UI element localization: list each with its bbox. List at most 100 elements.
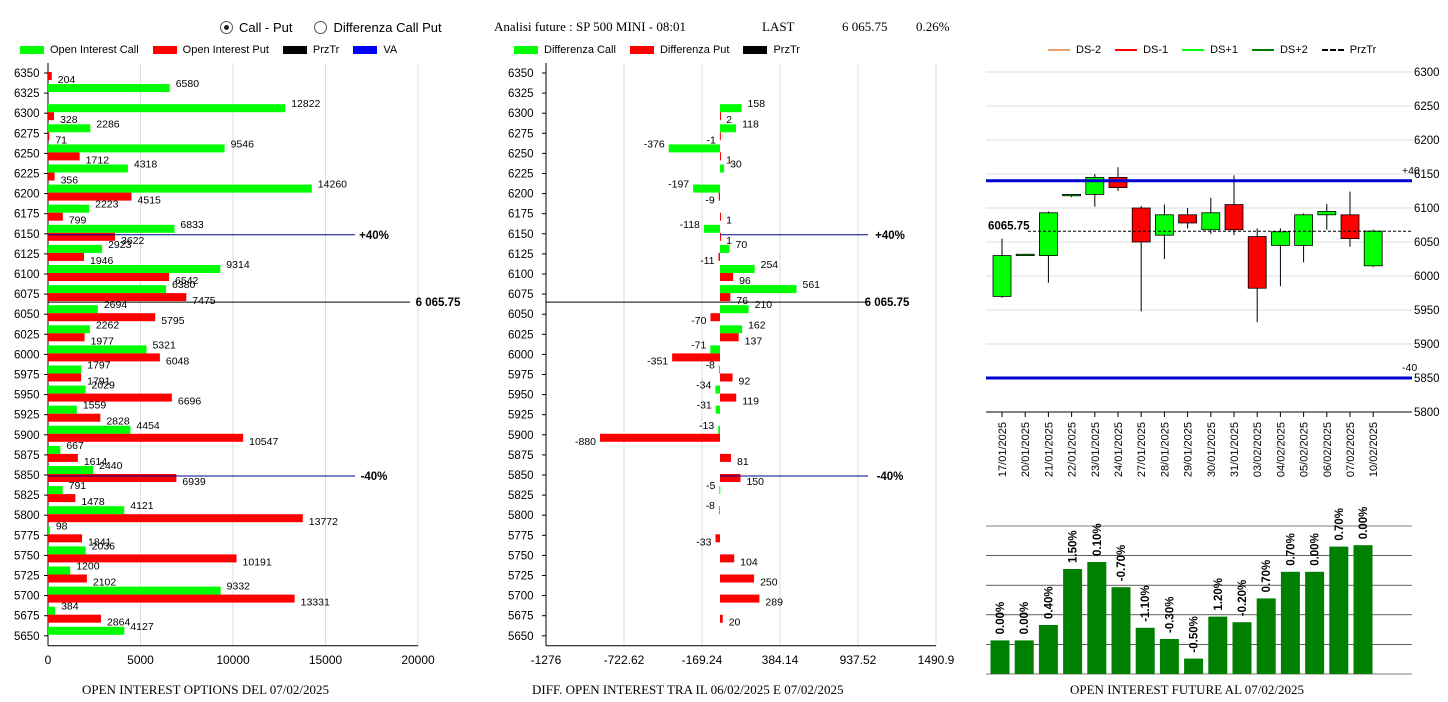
diff-call-bar — [719, 486, 721, 495]
legend-item: Differenza Put — [629, 44, 729, 56]
radio-differenza-dot[interactable] — [314, 21, 328, 34]
diff-put-bar — [720, 232, 721, 241]
caption-diff: DIFF. OPEN INTEREST TRA IL 06/02/2025 E … — [532, 682, 844, 697]
date-label: 28/01/2025 — [1159, 422, 1171, 477]
reference-line-label: +40% — [875, 230, 905, 242]
call-bar — [48, 526, 50, 535]
put-value-label: 10547 — [249, 436, 278, 448]
diff-put-bar — [720, 273, 734, 281]
diff-put-bar — [720, 554, 735, 563]
call-bar — [48, 265, 221, 273]
future-oi-value-label: 0.70% — [1334, 508, 1346, 541]
legend-label: DS+1 — [1210, 44, 1238, 56]
x-tick-label: -169.24 — [682, 653, 723, 667]
legend-swatch — [1115, 49, 1138, 51]
put-value-label: 3622 — [121, 235, 145, 247]
legend-diff: Differenza Call Differenza Put PrzTr — [514, 44, 814, 56]
future-oi-value-label: -0.50% — [1189, 616, 1201, 652]
strike-label: 5925 — [508, 410, 534, 422]
strike-label: 5850 — [14, 470, 40, 482]
x-tick-label: 20000 — [401, 653, 435, 667]
future-oi-bar — [1256, 598, 1276, 674]
date-label: 04/02/2025 — [1275, 422, 1287, 477]
legend-swatch — [282, 46, 307, 54]
legend-label: PrzTr — [312, 44, 340, 56]
put-value-label: 6939 — [182, 476, 206, 488]
strike-label: 6275 — [14, 128, 40, 140]
candle-body — [1015, 253, 1035, 257]
candle-body — [1154, 214, 1174, 236]
strike-label: 6200 — [14, 189, 40, 201]
strike-label: 6000 — [508, 349, 534, 361]
put-value-label: 2102 — [93, 577, 117, 589]
call-value-label: 6580 — [176, 78, 200, 90]
diff-put-value-label: 20 — [729, 617, 741, 629]
radio-call-put[interactable]: Call - Put — [220, 20, 292, 35]
diff-call-value-label: 158 — [748, 98, 766, 110]
put-bar — [48, 574, 87, 583]
future-oi-bar — [1063, 569, 1083, 674]
future-oi-bar — [1208, 616, 1228, 674]
view-mode-radio-group[interactable]: Call - Put Differenza Call Put — [220, 20, 442, 35]
diff-put-bar — [715, 534, 720, 543]
candle-body — [1294, 214, 1314, 246]
call-bar — [48, 606, 56, 615]
legend-swatch — [20, 46, 44, 54]
diff-call-value-label: -13 — [699, 420, 714, 432]
call-bar — [48, 506, 125, 515]
diff-put-value-label: 81 — [737, 456, 749, 468]
future-oi-value-label: -0.30% — [1164, 597, 1176, 633]
diff-put-bar — [720, 574, 755, 583]
future-oi-value-label: 0.00% — [1310, 533, 1322, 566]
candle-body — [1131, 207, 1151, 243]
legend-label: PrzTr — [773, 44, 800, 56]
strike-label: 5725 — [14, 571, 40, 583]
call-value-label: 4127 — [130, 621, 154, 633]
put-value-label: 2828 — [106, 416, 130, 428]
date-label: 21/01/2025 — [1043, 422, 1055, 477]
y-tick-label: 6250 — [1414, 101, 1440, 113]
put-bar — [48, 474, 177, 482]
y-tick-label: 6100 — [1414, 203, 1440, 215]
put-value-label: 1712 — [86, 154, 110, 166]
future-oi-value-label: 0.10% — [1092, 523, 1104, 556]
put-bar — [48, 152, 80, 161]
candle-body — [1363, 230, 1383, 267]
put-bar — [48, 413, 101, 422]
diff-call-bar — [720, 325, 743, 334]
diff-put-bar — [720, 333, 739, 342]
diff-put-value-label: 76 — [736, 295, 748, 307]
future-oi-bar — [1135, 627, 1155, 674]
future-oi-bar — [1280, 571, 1300, 674]
strike-label: 6125 — [14, 249, 40, 261]
x-tick-label: -722.62 — [604, 653, 645, 667]
radio-call-put-dot[interactable] — [220, 21, 233, 34]
strike-label: 5975 — [508, 370, 534, 382]
candle-body — [1247, 236, 1267, 289]
strike-label: 5675 — [14, 611, 40, 623]
legend-item: VA — [353, 44, 397, 56]
put-value-label: 328 — [60, 114, 78, 126]
candle-body — [1270, 231, 1290, 246]
date-label: 23/01/2025 — [1090, 422, 1102, 477]
x-tick-label: 384.14 — [762, 653, 799, 667]
diff-call-value-label: -118 — [680, 219, 700, 231]
call-bar — [48, 586, 221, 595]
legend-item: PrzTr — [1321, 44, 1376, 56]
legend-swatch — [1182, 49, 1205, 51]
diff-put-value-label: 1 — [726, 235, 732, 247]
future-oi-value-label: 0.70% — [1261, 560, 1273, 593]
put-bar — [48, 494, 76, 503]
diff-call-value-label: -71 — [691, 339, 706, 351]
call-bar — [48, 425, 131, 434]
call-bar — [48, 385, 86, 394]
diff-put-bar — [710, 313, 720, 322]
put-value-label: 1977 — [91, 335, 115, 347]
radio-differenza[interactable]: Differenza Call Put — [314, 20, 442, 35]
call-bar — [48, 224, 175, 233]
future-oi-value-label: -1.10% — [1140, 585, 1152, 621]
diff-put-bar — [672, 353, 720, 362]
strike-label: 6000 — [14, 349, 40, 361]
y-tick-label: 5850 — [1414, 373, 1440, 385]
put-bar — [48, 534, 83, 543]
